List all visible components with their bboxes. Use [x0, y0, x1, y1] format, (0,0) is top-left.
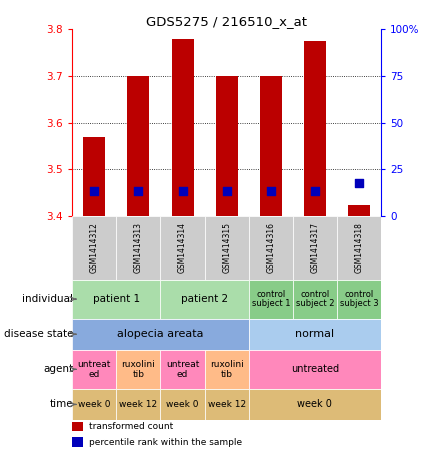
Bar — [117, 216, 160, 280]
Text: GSM1414312: GSM1414312 — [90, 222, 99, 273]
Text: patient 2: patient 2 — [181, 294, 228, 304]
Bar — [249, 350, 381, 389]
Text: percentile rank within the sample: percentile rank within the sample — [89, 438, 242, 447]
Bar — [72, 216, 117, 280]
Text: GSM1414316: GSM1414316 — [266, 222, 275, 274]
Point — [223, 188, 230, 195]
Text: untreated: untreated — [291, 364, 339, 374]
Bar — [72, 318, 249, 350]
Bar — [117, 350, 160, 389]
Bar — [72, 350, 117, 389]
Point — [356, 180, 363, 187]
Text: individual: individual — [22, 294, 73, 304]
Text: untreat
ed: untreat ed — [166, 360, 199, 379]
Text: control
subject 2: control subject 2 — [296, 290, 334, 308]
Point — [135, 188, 142, 195]
Text: GSM1414314: GSM1414314 — [178, 222, 187, 274]
Title: GDS5275 / 216510_x_at: GDS5275 / 216510_x_at — [146, 15, 307, 28]
Bar — [72, 389, 117, 420]
Bar — [337, 216, 381, 280]
Text: time: time — [49, 400, 73, 410]
Bar — [293, 280, 337, 318]
Point — [267, 188, 274, 195]
Text: untreat
ed: untreat ed — [78, 360, 111, 379]
Bar — [127, 76, 149, 216]
Text: GSM1414318: GSM1414318 — [354, 222, 364, 273]
Bar — [205, 350, 249, 389]
Text: week 0: week 0 — [166, 400, 199, 409]
Bar — [249, 216, 293, 280]
Text: GSM1414317: GSM1414317 — [311, 222, 319, 274]
Text: GSM1414315: GSM1414315 — [222, 222, 231, 274]
Bar — [337, 280, 381, 318]
Point — [311, 188, 318, 195]
Bar — [205, 389, 249, 420]
Bar — [260, 76, 282, 216]
Bar — [160, 350, 205, 389]
Bar — [348, 204, 370, 216]
Text: week 12: week 12 — [208, 400, 246, 409]
Bar — [72, 280, 160, 318]
Text: transformed count: transformed count — [89, 422, 173, 431]
Text: week 12: week 12 — [120, 400, 158, 409]
Bar — [160, 389, 205, 420]
Text: patient 1: patient 1 — [93, 294, 140, 304]
Text: disease state: disease state — [4, 329, 73, 339]
Bar — [249, 280, 293, 318]
Bar — [249, 389, 381, 420]
Bar — [293, 216, 337, 280]
Bar — [304, 41, 326, 216]
Bar — [72, 437, 83, 447]
Text: week 0: week 0 — [297, 400, 332, 410]
Text: control
subject 1: control subject 1 — [251, 290, 290, 308]
Bar — [83, 137, 106, 216]
Bar — [249, 318, 381, 350]
Bar — [160, 280, 249, 318]
Text: ruxolini
tib: ruxolini tib — [122, 360, 155, 379]
Text: week 0: week 0 — [78, 400, 110, 409]
Text: normal: normal — [295, 329, 335, 339]
Bar — [117, 389, 160, 420]
Bar — [72, 421, 83, 431]
Bar — [215, 76, 238, 216]
Text: agent: agent — [43, 364, 73, 374]
Text: alopecia areata: alopecia areata — [117, 329, 204, 339]
Bar — [160, 216, 205, 280]
Bar — [172, 39, 194, 216]
Text: ruxolini
tib: ruxolini tib — [210, 360, 244, 379]
Text: GSM1414313: GSM1414313 — [134, 222, 143, 274]
Point — [179, 188, 186, 195]
Point — [91, 188, 98, 195]
Bar — [205, 216, 249, 280]
Text: control
subject 3: control subject 3 — [340, 290, 378, 308]
